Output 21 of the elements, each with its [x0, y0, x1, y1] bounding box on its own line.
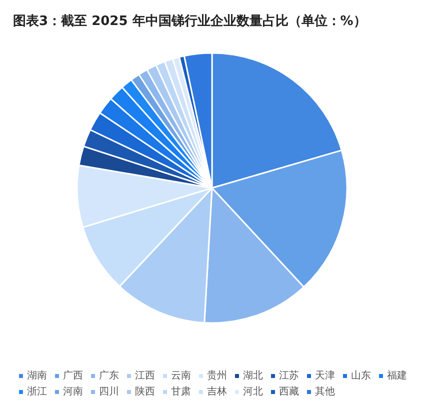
legend-label: 陕西 — [135, 386, 155, 398]
legend-label: 山东 — [351, 370, 371, 382]
legend-label: 江西 — [135, 370, 155, 382]
legend-label: 吉林 — [207, 386, 227, 398]
legend-label: 湖北 — [243, 370, 263, 382]
legend-label: 其他 — [315, 386, 335, 398]
legend-label: 江苏 — [279, 370, 299, 382]
legend-label: 湖南 — [27, 370, 47, 382]
legend-label: 河北 — [243, 386, 263, 398]
legend-label: 广东 — [99, 370, 119, 382]
legend-label: 贵州 — [207, 370, 227, 382]
legend-label: 浙江 — [27, 386, 47, 398]
legend-label: 四川 — [99, 386, 119, 398]
legend-label: 天津 — [315, 370, 335, 382]
legend-label: 福建 — [387, 370, 407, 382]
legend-label: 广西 — [63, 370, 83, 382]
legend-label: 云南 — [171, 370, 191, 382]
legend-label: 西藏 — [279, 386, 299, 398]
legend-label: 甘肃 — [171, 386, 191, 398]
chart-title: 图表3：截至 2025 年中国锑行业企业数量占比（单位：%） — [13, 13, 366, 29]
legend-label: 河南 — [63, 386, 83, 398]
